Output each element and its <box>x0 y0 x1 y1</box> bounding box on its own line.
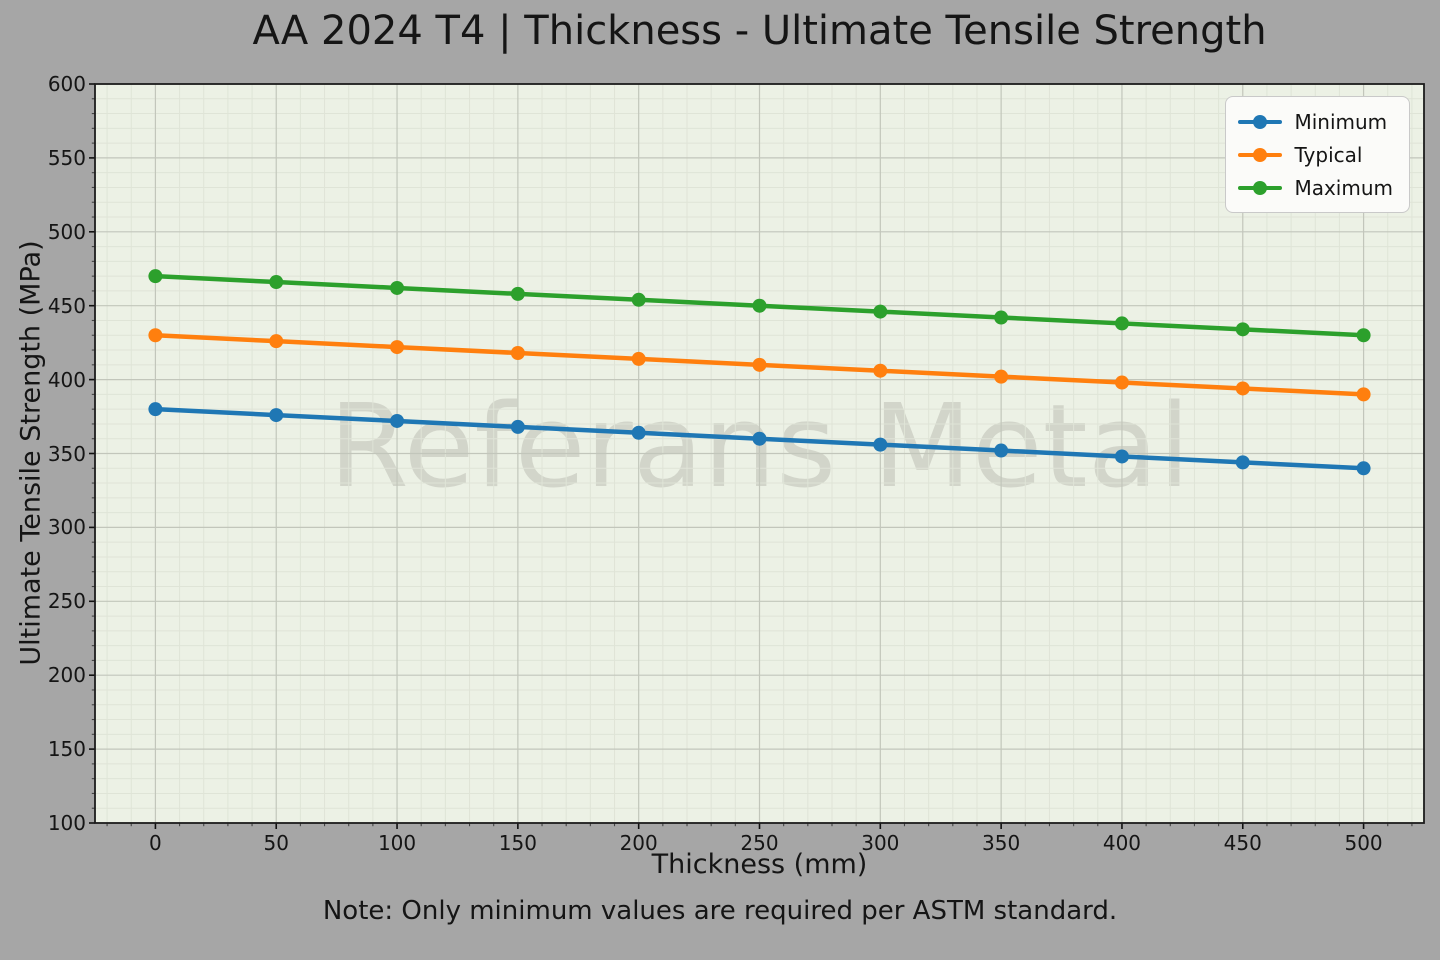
data-point-typical <box>631 351 646 366</box>
data-point-minimum <box>148 402 163 417</box>
data-point-maximum <box>148 269 163 284</box>
x-tick-label: 300 <box>861 831 900 855</box>
x-tick-label: 200 <box>619 831 658 855</box>
data-point-maximum <box>752 298 767 313</box>
chart-note: Note: Only minimum values are required p… <box>322 896 1118 926</box>
data-point-minimum <box>994 443 1009 458</box>
data-point-typical <box>873 363 888 378</box>
x-tick-label: 250 <box>740 831 779 855</box>
data-point-typical <box>1114 375 1129 390</box>
data-point-maximum <box>269 275 284 290</box>
data-point-maximum <box>873 304 888 319</box>
x-tick-label: 100 <box>377 831 417 855</box>
y-tick-label: 600 <box>47 72 86 96</box>
y-tick-label: 250 <box>47 589 86 614</box>
data-point-typical <box>510 345 525 360</box>
chart-title: AA 2024 T4 | Thickness - Ultimate Tensil… <box>252 8 1267 54</box>
data-point-minimum <box>752 431 767 446</box>
data-point-minimum <box>873 437 888 452</box>
data-point-minimum <box>269 408 284 423</box>
data-point-typical <box>994 369 1009 384</box>
data-point-maximum <box>1356 328 1371 343</box>
data-point-typical <box>148 328 163 343</box>
x-tick-label: 400 <box>1102 831 1142 855</box>
y-tick-label: 200 <box>47 663 86 688</box>
data-point-minimum <box>390 413 405 428</box>
data-point-maximum <box>631 292 646 307</box>
x-tick-label: 50 <box>263 831 289 855</box>
y-tick-label: 400 <box>47 367 86 392</box>
y-tick-label: 300 <box>47 515 86 540</box>
x-axis-label: Thickness (mm) <box>651 849 868 880</box>
data-point-typical <box>269 334 284 349</box>
y-tick-label: 450 <box>47 293 86 318</box>
data-point-typical <box>1235 381 1250 396</box>
y-axis-tick-labels: 100 150 200 250 300 350 400 450 500 550 600 <box>0 0 88 960</box>
y-tick-label: 500 <box>47 219 86 244</box>
data-point-minimum <box>510 419 525 434</box>
y-tick-label: 350 <box>47 441 86 466</box>
data-point-maximum <box>390 280 405 295</box>
data-point-typical <box>1356 387 1371 402</box>
y-axis-label: Ultimate Tensile Strength (MPa) <box>15 240 47 666</box>
x-tick-label: 500 <box>1344 831 1383 855</box>
x-tick-label: 350 <box>982 831 1021 855</box>
x-tick-label: 450 <box>1223 831 1262 855</box>
x-tick-label: 0 <box>149 831 162 855</box>
data-point-maximum <box>1114 316 1129 331</box>
data-point-minimum <box>631 425 646 440</box>
y-tick-label: 100 <box>47 811 86 835</box>
data-point-typical <box>390 340 405 355</box>
x-tick-label: 150 <box>498 831 537 855</box>
plot-border <box>94 83 1425 824</box>
data-point-typical <box>752 357 767 372</box>
x-axis-tick-labels: 0 50 100 150 200 250 300 350 400 450 500 <box>0 831 1440 857</box>
data-point-minimum <box>1235 455 1250 470</box>
data-point-minimum <box>1356 461 1371 476</box>
y-tick-label: 550 <box>47 145 86 170</box>
data-point-maximum <box>994 310 1009 325</box>
data-point-maximum <box>1235 322 1250 337</box>
data-point-minimum <box>1114 449 1129 464</box>
data-point-maximum <box>510 286 525 301</box>
y-tick-label: 150 <box>47 737 86 762</box>
